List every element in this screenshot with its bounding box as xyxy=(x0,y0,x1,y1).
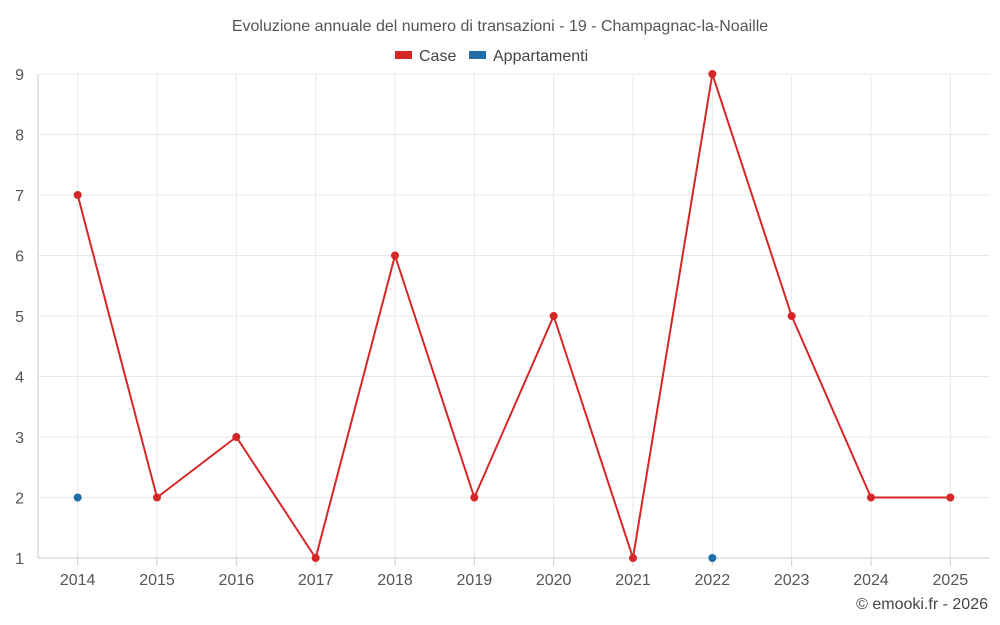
credit-text: © emooki.fr - 2026 xyxy=(856,596,988,613)
y-tick-label: 9 xyxy=(15,67,24,84)
x-tick-label: 2016 xyxy=(219,572,255,589)
series-line-case xyxy=(76,73,951,559)
legend-label-appartamenti: Appartamenti xyxy=(493,48,588,65)
x-tick-label: 2020 xyxy=(536,572,572,589)
y-tick-label: 2 xyxy=(15,491,24,508)
y-tick-label: 3 xyxy=(15,430,24,447)
legend-item-case[interactable]: Case xyxy=(395,48,456,65)
x-tick-label: 2018 xyxy=(377,572,413,589)
data-point-case[interactable] xyxy=(708,70,717,78)
chart-title: Evoluzione annuale del numero di transaz… xyxy=(232,18,768,35)
x-tick-label: 2022 xyxy=(695,572,731,589)
data-point-case[interactable] xyxy=(311,554,320,562)
x-tick-label: 2015 xyxy=(139,572,175,589)
legend-swatch-case xyxy=(395,51,412,59)
data-point-case[interactable] xyxy=(73,191,82,199)
data-point-case[interactable] xyxy=(946,493,955,502)
y-tick-label: 7 xyxy=(15,188,24,205)
axes: 1 2 3 4 5 6 7 8 9 2014 2015 2016 2017 2018 2019 2020 202… xyxy=(15,67,990,589)
data-point-case[interactable] xyxy=(153,493,161,502)
y-tick-label: 8 xyxy=(15,128,24,145)
data-point-appartamenti[interactable] xyxy=(708,554,717,562)
x-tick-label: 2021 xyxy=(615,572,651,589)
legend-swatch-appartamenti xyxy=(469,51,486,59)
legend-item-appartamenti[interactable]: Appartamenti xyxy=(469,48,588,65)
x-tick-label: 2019 xyxy=(457,572,493,589)
data-point-case[interactable] xyxy=(549,312,558,320)
data-point-case[interactable] xyxy=(867,493,875,502)
y-tick-label: 6 xyxy=(15,249,24,266)
x-tick-label: 2023 xyxy=(774,572,810,589)
series xyxy=(73,70,955,562)
x-tick-label: 2025 xyxy=(933,572,969,589)
data-point-case[interactable] xyxy=(629,554,637,562)
x-tick-label: 2017 xyxy=(298,572,334,589)
legend-label-case: Case xyxy=(419,48,456,65)
y-tick-label: 1 xyxy=(15,551,24,568)
data-point-appartamenti[interactable] xyxy=(73,493,82,502)
series-appartamenti xyxy=(73,493,717,562)
data-point-case[interactable] xyxy=(787,312,796,320)
legend: Case Appartamenti xyxy=(395,48,588,65)
x-tick-label: 2014 xyxy=(60,572,96,589)
series-case xyxy=(73,70,955,562)
x-tick-label: 2024 xyxy=(853,572,889,589)
data-point-case[interactable] xyxy=(391,251,399,260)
data-point-case[interactable] xyxy=(470,493,479,502)
y-tick-label: 4 xyxy=(15,370,24,387)
y-tick-label: 5 xyxy=(15,309,24,326)
data-point-case[interactable] xyxy=(232,433,241,441)
grid xyxy=(38,73,990,558)
